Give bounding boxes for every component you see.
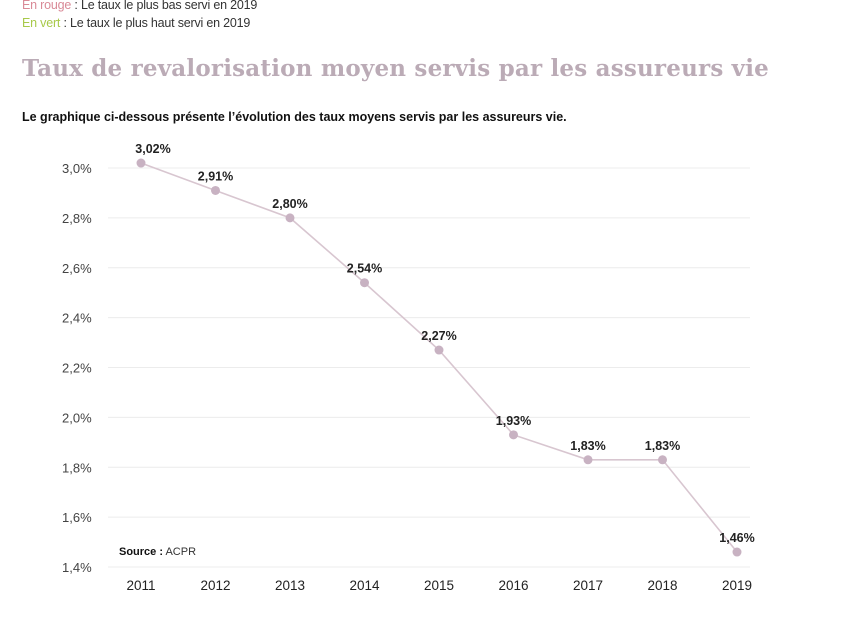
- y-tick-label: 2,8%: [62, 211, 92, 226]
- x-tick-label: 2013: [275, 578, 305, 593]
- y-tick-label: 2,0%: [62, 410, 92, 425]
- chart-subtitle: Le graphique ci-dessous présente l’évolu…: [22, 110, 567, 124]
- note-red-text: : Le taux le plus bas servi en 2019: [71, 0, 258, 12]
- note-green-highlight: En vert: [22, 16, 61, 30]
- y-tick-label: 2,2%: [62, 361, 92, 376]
- x-tick-label: 2011: [126, 578, 155, 593]
- x-tick-label: 2019: [722, 578, 752, 593]
- y-tick-label: 2,6%: [62, 261, 92, 276]
- data-point: [732, 547, 742, 557]
- data-label: 1,83%: [570, 439, 605, 453]
- note-green-text: : Le taux le plus haut servi en 2019: [60, 16, 251, 30]
- x-tick-label: 2018: [647, 578, 677, 593]
- data-label: 2,27%: [421, 329, 456, 343]
- data-point: [509, 430, 518, 440]
- x-tick-label: 2012: [200, 578, 230, 593]
- y-tick-label: 3,0%: [62, 161, 92, 176]
- y-tick-label: 2,4%: [62, 311, 92, 326]
- data-label: 2,91%: [198, 169, 233, 183]
- source-label: Source :: [119, 546, 164, 558]
- x-tick-label: 2017: [573, 578, 603, 593]
- x-tick-label: 2015: [424, 578, 454, 593]
- y-tick-label: 1,8%: [62, 460, 92, 475]
- y-tick-label: 1,6%: [62, 510, 92, 525]
- chart-title: Taux de revalorisation moyen servis par …: [22, 55, 770, 82]
- data-point: [211, 185, 220, 195]
- y-tick-label: 1,4%: [62, 560, 92, 575]
- note-red: En rouge : Le taux le plus bas servi en …: [22, 0, 257, 12]
- data-label: 2,54%: [347, 262, 382, 276]
- x-tick-label: 2016: [498, 578, 528, 593]
- note-green: En vert : Le taux le plus haut servi en …: [22, 16, 250, 30]
- note-red-highlight: En rouge: [22, 0, 72, 12]
- data-point: [658, 455, 667, 465]
- data-label: 1,93%: [496, 414, 531, 428]
- source-value: ACPR: [163, 546, 197, 558]
- data-label: 2,80%: [272, 197, 307, 211]
- data-point: [285, 213, 295, 223]
- data-point: [434, 345, 444, 355]
- data-label: 1,46%: [719, 531, 754, 545]
- data-point: [136, 158, 146, 168]
- source-note: Source : ACPR: [119, 546, 196, 558]
- data-label: 1,83%: [645, 439, 680, 453]
- data-point: [360, 278, 369, 288]
- data-point: [583, 455, 593, 465]
- series-line: [140, 162, 738, 553]
- x-tick-label: 2014: [349, 578, 380, 593]
- data-label: 3,02%: [135, 142, 170, 156]
